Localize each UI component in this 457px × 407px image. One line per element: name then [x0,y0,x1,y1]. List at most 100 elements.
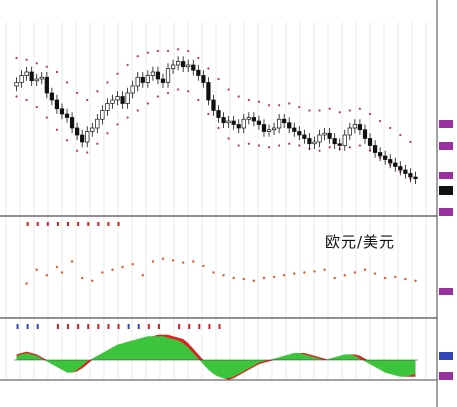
lower-band-point [207,112,210,116]
price-tag [439,120,453,128]
lower-band-point [156,95,160,98]
upper-band-point [278,104,281,107]
oscillator-point [55,265,59,269]
candle-body [14,82,19,87]
top-signal-marker [97,222,100,226]
candle-body [110,99,115,104]
band-points [15,48,412,180]
upper-band-point [288,102,291,105]
signal-marker [107,324,110,329]
upper-band-point [379,119,382,123]
candle-body [337,143,342,146]
candle-body [39,76,44,80]
chart-gridlines [5,22,427,380]
candle-body [80,134,85,143]
oscillator-point [192,260,195,263]
oscillator-point [293,272,296,275]
oscillator-point [262,276,266,280]
candle-body [403,169,408,174]
upper-band-point [318,109,321,112]
upper-band-point [358,107,362,110]
signal-marker [157,324,160,329]
upper-band-point [136,55,139,58]
upper-band-point [409,140,412,144]
signal-marker [36,324,39,329]
upper-band-point [15,56,18,60]
candle-body [54,99,60,110]
oscillator-point [131,263,134,266]
lower-band-point [227,137,230,140]
price-tag [439,186,453,195]
candle-body [145,75,150,83]
upper-band-point [328,107,331,110]
candle-body [261,124,267,132]
histogram-areas [14,334,418,380]
candle-body [125,92,130,104]
upper-band-point [389,126,392,130]
lower-band-point [106,132,109,135]
signal-marker [67,324,70,329]
lower-band-point [187,90,190,93]
oscillator-point [70,260,74,263]
candle-body [75,127,80,136]
upper-band-point [257,100,261,103]
oscillator-point [252,279,256,282]
candle-body [100,110,105,120]
oscillator-point [141,274,144,277]
candle-body [297,131,302,136]
lower-band-point [25,98,28,102]
oscillator-point [91,279,94,282]
oscillator-point [222,274,225,277]
candle-body [186,64,191,68]
candle-body [155,71,161,80]
signal-marker [16,324,19,329]
top-signal-marker [46,222,49,226]
oscillator-point [303,271,306,274]
oscillator-point [35,268,38,271]
signal-marker [87,324,90,329]
candle-body [372,145,378,153]
top-signal-marker [117,222,120,226]
candle-body [277,118,282,129]
candle-body [19,75,24,83]
upper-band-point [25,58,28,61]
candle-body [90,127,95,132]
candle-body [196,69,201,76]
upper-band-point [368,112,372,116]
signal-marker [208,324,211,329]
price-tag [439,208,453,216]
signal-marker [26,324,29,329]
signal-marker [147,324,150,329]
candle-body [115,96,120,101]
upper-band-point [106,81,109,84]
candle-body [29,71,34,82]
candle-body [347,127,352,136]
candle-body [34,78,39,82]
candle-body [165,68,171,83]
oscillator-point [101,271,104,274]
oscillator-point [212,271,215,274]
lower-band-point [318,149,321,152]
upper-band-point [45,65,48,68]
oscillator-point [161,257,165,260]
candle-body [236,124,241,129]
candle-body [332,138,337,145]
lower-band-point [35,105,38,109]
candle-body [251,117,256,122]
candle-body [362,129,368,139]
lower-band-point [288,142,291,145]
candle-body [176,61,181,66]
lower-band-point [217,126,220,130]
candle-body [211,99,216,111]
candle-body [398,166,403,171]
top-signal-marker [67,222,70,226]
lower-band-point [298,144,301,147]
candle-body [160,78,166,83]
upper-band-point [267,104,271,107]
signal-marker [198,324,201,329]
candle-body [135,76,140,87]
upper-band-point [86,98,89,102]
candle-body [49,92,54,101]
lower-band-point [116,123,119,126]
